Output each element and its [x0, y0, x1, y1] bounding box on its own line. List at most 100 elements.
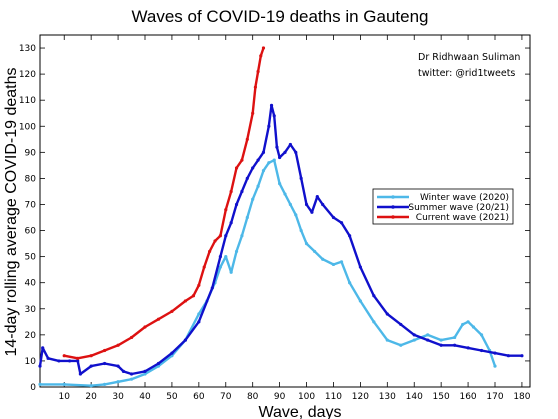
data-point-winter-wave-2020	[479, 333, 484, 337]
x-tick-label: 120	[352, 392, 369, 402]
plot-area: 10 20 30 40 50 60 70 80 90 100 110 120 130 140 150 160 1…	[19, 34, 531, 402]
data-point-winter-wave-2020	[62, 382, 66, 386]
data-point-summer-wave-20-21	[121, 369, 126, 373]
data-point-summer-wave-20-21	[256, 158, 260, 162]
data-point-summer-wave-20-21	[78, 372, 82, 376]
x-tick-label: 70	[220, 392, 232, 402]
data-point-summer-wave-20-21	[426, 338, 430, 342]
data-point-summer-wave-20-21	[299, 176, 303, 181]
data-point-current-wave-2021	[103, 348, 107, 353]
data-point-summer-wave-20-21	[116, 364, 120, 368]
data-point-winter-wave-2020	[426, 333, 430, 337]
data-point-current-wave-2021	[143, 325, 147, 329]
y-tick-label: 20	[25, 331, 37, 341]
legend-marker-summer-wave-20-21	[391, 205, 395, 209]
data-point-winter-wave-2020	[358, 299, 362, 303]
x-tick-label: 130	[379, 392, 396, 402]
data-point-winter-wave-2020	[278, 182, 282, 186]
data-point-summer-wave-20-21	[245, 176, 249, 181]
data-point-summer-wave-20-21	[76, 359, 80, 363]
data-point-winter-wave-2020	[461, 322, 465, 327]
data-point-winter-wave-2020	[399, 343, 403, 347]
y-tick-label: 30	[25, 305, 37, 315]
x-tick-label: 80	[247, 392, 259, 402]
data-point-winter-wave-2020	[385, 338, 389, 342]
y-tick-label: 0	[30, 383, 36, 393]
y-tick-label: 130	[19, 44, 36, 54]
data-point-summer-wave-20-21	[129, 372, 134, 376]
data-point-summer-wave-20-21	[103, 361, 107, 366]
y-tick-label: 40	[25, 279, 37, 289]
data-point-winter-wave-2020	[372, 320, 376, 324]
data-point-current-wave-2021	[89, 354, 93, 358]
data-point-summer-wave-20-21	[399, 322, 403, 327]
data-point-winter-wave-2020	[129, 377, 134, 381]
data-point-summer-wave-20-21	[385, 312, 389, 316]
data-point-summer-wave-20-21	[234, 202, 239, 207]
x-tick-label: 160	[459, 392, 476, 402]
y-tick-label: 50	[25, 253, 37, 263]
data-point-summer-wave-20-21	[520, 354, 524, 358]
data-point-summer-wave-20-21	[283, 150, 287, 154]
data-point-summer-wave-20-21	[339, 221, 344, 225]
data-point-summer-wave-20-21	[331, 215, 336, 220]
data-point-current-wave-2021	[240, 158, 244, 162]
x-tick-label: 100	[298, 392, 315, 402]
data-point-winter-wave-2020	[304, 241, 309, 246]
data-point-summer-wave-20-21	[269, 103, 274, 107]
data-point-winter-wave-2020	[272, 158, 276, 162]
x-tick-label: 40	[139, 392, 151, 402]
data-point-summer-wave-20-21	[68, 359, 72, 363]
data-point-summer-wave-20-21	[218, 255, 222, 259]
x-tick-label: 60	[193, 392, 205, 402]
data-point-winter-wave-2020	[339, 260, 344, 264]
data-point-summer-wave-20-21	[143, 369, 147, 373]
data-point-summer-wave-20-21	[372, 294, 376, 298]
data-point-winter-wave-2020	[224, 255, 228, 259]
data-point-winter-wave-2020	[197, 312, 201, 316]
data-point-winter-wave-2020	[234, 249, 239, 254]
x-tick-label: 110	[325, 392, 342, 402]
author-annotation: Dr Ridhwaan Suliman	[418, 52, 520, 63]
series-line-summer-wave-20-21	[38, 104, 524, 376]
data-point-current-wave-2021	[245, 137, 249, 141]
data-point-current-wave-2021	[156, 317, 161, 321]
data-point-winter-wave-2020	[245, 215, 249, 220]
data-point-winter-wave-2020	[439, 338, 443, 342]
data-point-current-wave-2021	[76, 356, 80, 360]
data-point-current-wave-2021	[116, 343, 120, 347]
data-point-current-wave-2021	[253, 85, 257, 89]
data-point-summer-wave-20-21	[197, 320, 201, 324]
x-axis-label: Wave, days	[259, 404, 342, 419]
data-point-current-wave-2021	[202, 265, 206, 269]
data-point-summer-wave-20-21	[304, 202, 309, 207]
x-tick-label: 20	[85, 392, 97, 402]
data-point-winter-wave-2020	[256, 184, 260, 188]
data-point-summer-wave-20-21	[278, 155, 282, 160]
data-point-summer-wave-20-21	[288, 142, 292, 147]
data-point-winter-wave-2020	[229, 270, 233, 274]
data-point-current-wave-2021	[261, 46, 266, 50]
data-point-summer-wave-20-21	[224, 234, 228, 238]
data-point-winter-wave-2020	[313, 249, 317, 254]
data-point-summer-wave-20-21	[275, 145, 279, 149]
data-point-summer-wave-20-21	[261, 150, 266, 154]
y-tick-label: 70	[25, 200, 37, 210]
data-point-winter-wave-2020	[493, 364, 497, 368]
y-tick-label: 100	[19, 122, 36, 132]
chart-title: Waves of COVID-19 deaths in Gauteng	[131, 7, 428, 26]
data-point-current-wave-2021	[234, 166, 239, 170]
data-point-summer-wave-20-21	[315, 195, 319, 199]
data-point-current-wave-2021	[129, 335, 134, 340]
data-point-summer-wave-20-21	[229, 221, 233, 225]
twitter-annotation: twitter: @rid1tweets	[418, 68, 515, 79]
data-point-summer-wave-20-21	[251, 166, 255, 170]
data-point-summer-wave-20-21	[493, 351, 497, 355]
x-tick-label: 170	[486, 392, 503, 402]
x-tick-label: 90	[274, 392, 286, 402]
data-point-summer-wave-20-21	[479, 348, 484, 353]
data-point-summer-wave-20-21	[358, 265, 362, 269]
data-point-current-wave-2021	[170, 309, 174, 313]
legend-label-summer-wave-20-21: Summer wave (20/21)	[408, 203, 509, 213]
